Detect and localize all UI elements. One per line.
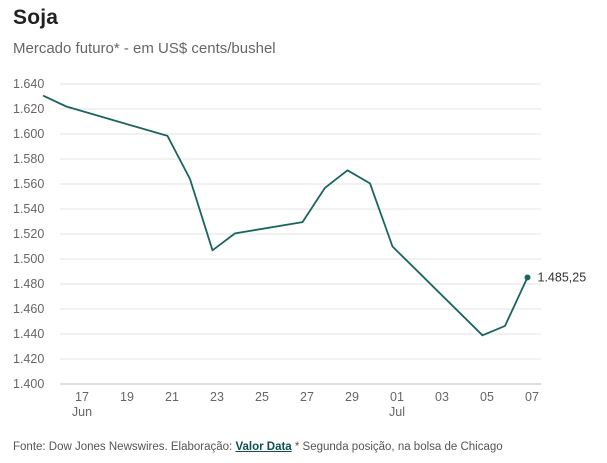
y-tick-label: 1.520 [13,227,44,241]
y-tick-label: 1.580 [13,152,44,166]
y-tick-label: 1.600 [13,127,44,141]
x-tick-label: 01 [390,390,404,404]
x-tick-label: 27 [300,390,314,404]
x-tick-label: 03 [435,390,449,404]
x-tick-label: 07 [525,390,539,404]
chart-footer: Fonte: Dow Jones Newswires. Elaboração: … [13,441,503,453]
chart-subtitle: Mercado futuro* - em US$ cents/bushel [13,40,276,57]
y-tick-label: 1.440 [13,327,44,341]
y-tick-label: 1.500 [13,252,44,266]
chart-title: Soja [13,6,59,29]
footer-brand-link[interactable]: Valor Data [235,441,292,453]
footer-source: Fonte: Dow Jones Newswires. Elaboração: [13,441,236,453]
x-tick-label: 23 [210,390,224,404]
x-tick-label: 29 [345,390,359,404]
y-tick-label: 1.620 [13,102,44,116]
y-tick-label: 1.480 [13,277,44,291]
footer-note: * Segunda posição, na bolsa de Chicago [291,441,503,453]
x-tick-month-label: Jun [72,405,92,419]
x-tick-month-label: Jul [389,405,405,419]
last-point-marker [524,274,531,281]
y-tick-label: 1.640 [13,77,44,91]
x-tick-label: 21 [165,390,179,404]
y-tick-label: 1.460 [13,302,44,316]
y-tick-label: 1.420 [13,352,44,366]
series-line-soja [42,95,529,337]
y-tick-label: 1.560 [13,177,44,191]
y-tick-label: 1.540 [13,202,44,216]
x-tick-label: 25 [255,390,269,404]
x-tick-label: 17 [75,390,89,404]
last-value-label: 1.485,25 [538,270,587,284]
x-tick-label: 05 [480,390,494,404]
x-tick-label: 19 [120,390,134,404]
y-tick-label: 1.400 [13,377,44,391]
